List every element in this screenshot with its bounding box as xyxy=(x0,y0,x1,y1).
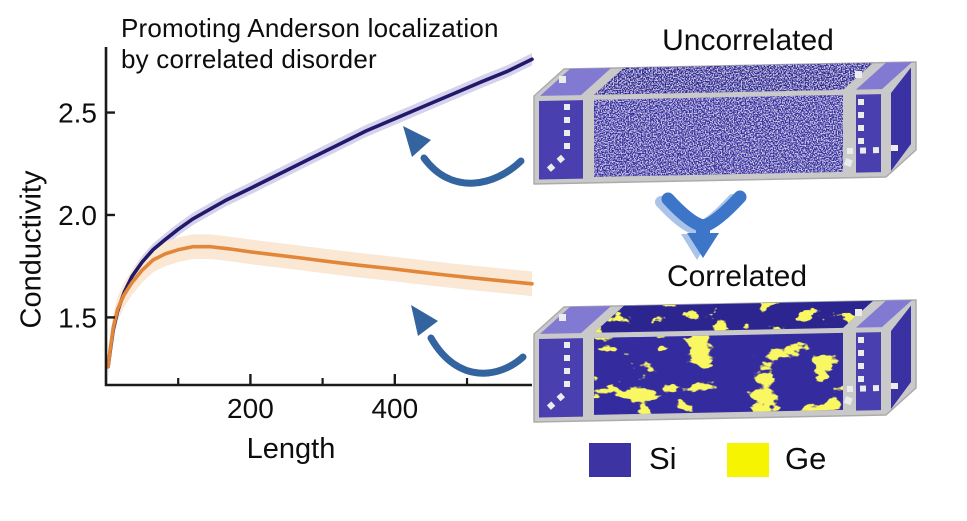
correlated-front-clusters xyxy=(594,332,843,415)
x-tick-label: 200 xyxy=(227,393,274,424)
box-front-left-cap xyxy=(539,338,583,418)
ge-swatch xyxy=(727,443,769,477)
confidence-band-1 xyxy=(108,234,532,379)
y-tick-label: 1.5 xyxy=(58,302,97,333)
x-tick-label: 400 xyxy=(371,393,418,424)
curved-arrow-to-uncorrelated-curve-icon xyxy=(403,126,525,187)
box-top-left-cap xyxy=(540,306,611,334)
hidden-edge-dashes xyxy=(541,337,882,415)
down-swoosh-arrow-icon xyxy=(655,190,747,260)
hidden-edge-dots xyxy=(559,309,898,406)
uncorrelated-front-noise xyxy=(594,94,843,177)
box-top-left-cap xyxy=(540,68,611,96)
box-front-right-cap xyxy=(856,94,881,173)
correlated-box xyxy=(533,299,917,423)
conductivity-chart: 200 400 1.5 2.0 2.5 xyxy=(58,47,534,424)
correlated-top-clusters xyxy=(594,300,873,333)
figure-title-line2: by correlated disorder xyxy=(121,44,377,74)
figure-title: Promoting Anderson localization by corre… xyxy=(121,13,561,75)
box-top-right-cap xyxy=(856,300,912,328)
x-axis-label: Length xyxy=(246,433,336,465)
uncorrelated-box xyxy=(533,61,917,185)
box-front-left-cap xyxy=(539,100,583,180)
correlated-panel-label: Correlated xyxy=(666,260,808,293)
curved-arrow-to-correlated-curve-icon xyxy=(411,305,527,377)
axes-spines xyxy=(104,47,532,387)
legend-label-ge: Ge xyxy=(785,441,827,476)
hidden-edge-dots xyxy=(559,71,898,168)
box-front-right-cap xyxy=(856,332,881,411)
box-top-right-cap xyxy=(856,62,912,90)
series-line-1 xyxy=(106,244,534,369)
figure-title-line1: Promoting Anderson localization xyxy=(121,13,499,43)
y-tick-label: 2.0 xyxy=(58,200,97,231)
confidence-band-0 xyxy=(108,53,532,373)
legend-label-si: Si xyxy=(649,441,677,476)
si-swatch xyxy=(589,443,631,477)
uncorrelated-panel-label: Uncorrelated xyxy=(662,24,834,57)
uncorrelated-top-noise xyxy=(594,62,873,95)
y-tick-label: 2.5 xyxy=(58,98,97,129)
hidden-edge-dashes xyxy=(541,99,882,177)
